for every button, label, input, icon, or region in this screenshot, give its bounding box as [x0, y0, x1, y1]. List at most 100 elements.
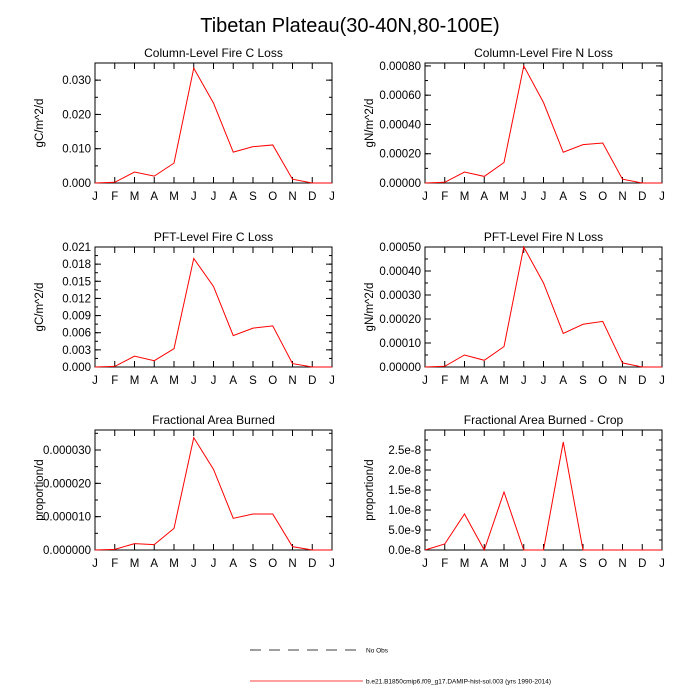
- x-tick-label: M: [169, 558, 179, 570]
- y-tick-label: 0.012: [62, 293, 91, 305]
- figure-title: Tibetan Plateau(30-40N,80-100E): [200, 15, 499, 37]
- legend: No Obs b.e21.B1850cmip6.f09_g17.DAMIP-hi…: [250, 648, 551, 686]
- x-tick-label: M: [460, 375, 470, 387]
- x-tick-label: N: [618, 375, 626, 387]
- y-tick-label: 0.010: [62, 144, 91, 156]
- x-tick-label: A: [559, 558, 567, 570]
- x-tick-label: J: [92, 191, 98, 203]
- plot-frame: [94, 62, 333, 184]
- x-tick-label: D: [308, 558, 316, 570]
- x-tick-label: J: [329, 191, 335, 203]
- panel-6: Fractional Area Burned - Crop proportion/…: [364, 413, 665, 570]
- y-tick-label: 0.00060: [379, 90, 421, 102]
- series-line-model: [94, 257, 332, 368]
- y-tick-label: 0.000: [62, 178, 91, 190]
- x-tick-label: J: [191, 191, 197, 203]
- x-tick-label: J: [211, 375, 217, 387]
- x-tick-label: J: [521, 375, 527, 387]
- x-tick-label: J: [92, 375, 98, 387]
- y-tick-label: 0.00020: [379, 314, 421, 326]
- x-tick-label: N: [618, 191, 626, 203]
- y-axis-label: gN/m^2/d: [364, 283, 376, 332]
- x-tick-label: S: [249, 191, 257, 203]
- x-tick-label: N: [618, 558, 626, 570]
- x-tick-label: J: [659, 375, 665, 387]
- x-tick-label: J: [541, 191, 547, 203]
- plot-frame: [94, 246, 333, 368]
- x-tick-label: F: [111, 191, 118, 203]
- x-tick-label: D: [638, 375, 646, 387]
- panel-title: PFT-Level Fire C Loss: [154, 230, 273, 244]
- x-tick-label: M: [499, 558, 509, 570]
- x-tick-label: D: [308, 191, 316, 203]
- y-tick-label: 0.018: [62, 259, 91, 271]
- y-axis-label: proportion/d: [364, 459, 376, 520]
- y-tick-label: 0.000020: [43, 478, 91, 490]
- x-tick-label: N: [288, 558, 296, 570]
- x-tick-label: O: [598, 191, 607, 203]
- x-tick-label: J: [521, 558, 527, 570]
- y-tick-label: 0.000: [62, 362, 91, 374]
- x-tick-label: S: [579, 375, 587, 387]
- x-tick-label: M: [169, 375, 179, 387]
- x-tick-label: D: [638, 558, 646, 570]
- y-axis-label: proportion/d: [34, 459, 46, 520]
- y-tick-label: 0.000030: [43, 445, 91, 457]
- x-tick-label: M: [460, 558, 470, 570]
- y-axis-label: gC/m^2/d: [34, 99, 46, 148]
- x-tick-label: J: [659, 191, 665, 203]
- panel-title: Column-Level Fire C Loss: [144, 46, 283, 60]
- series-line-model: [424, 441, 662, 552]
- y-tick-label: 0.021: [62, 242, 91, 254]
- y-tick-label: 0.009: [62, 311, 91, 323]
- y-tick-label: 0.00000: [379, 362, 421, 374]
- x-tick-label: F: [441, 191, 448, 203]
- x-tick-label: J: [329, 558, 335, 570]
- x-tick-label: J: [541, 558, 547, 570]
- y-tick-label: 0.00030: [379, 290, 421, 302]
- y-tick-label: 2.0e-8: [388, 465, 421, 477]
- x-tick-label: O: [268, 375, 277, 387]
- x-tick-label: S: [579, 191, 587, 203]
- y-tick-label: 0.000010: [43, 512, 91, 524]
- x-tick-label: M: [130, 558, 140, 570]
- x-tick-label: O: [268, 191, 277, 203]
- x-tick-label: J: [191, 375, 197, 387]
- series-line-model: [94, 66, 332, 184]
- x-tick-label: F: [441, 375, 448, 387]
- x-tick-label: A: [150, 191, 158, 203]
- y-tick-label: 0.00040: [379, 119, 421, 131]
- x-tick-label: M: [130, 375, 140, 387]
- y-tick-label: 0.006: [62, 328, 91, 340]
- x-tick-label: J: [329, 375, 335, 387]
- x-tick-label: S: [579, 558, 587, 570]
- x-tick-label: A: [150, 375, 158, 387]
- y-tick-label: 5.0e-9: [388, 525, 421, 537]
- y-tick-label: 0.015: [62, 276, 91, 288]
- x-tick-label: A: [480, 191, 488, 203]
- x-tick-label: A: [480, 375, 488, 387]
- x-tick-label: S: [249, 558, 257, 570]
- x-tick-label: M: [499, 191, 509, 203]
- plot-frame: [424, 429, 663, 551]
- x-tick-label: J: [422, 558, 428, 570]
- x-tick-label: J: [211, 558, 217, 570]
- y-tick-label: 0.030: [62, 75, 91, 87]
- y-tick-label: 0.00020: [379, 149, 421, 161]
- y-tick-label: 0.00000: [379, 178, 421, 190]
- y-tick-label: 0.00050: [379, 242, 421, 254]
- panel-title: PFT-Level Fire N Loss: [484, 230, 603, 244]
- x-tick-label: O: [598, 375, 607, 387]
- x-tick-label: J: [422, 191, 428, 203]
- y-tick-label: 0.000000: [43, 545, 91, 557]
- plot-frame: [424, 246, 663, 368]
- y-tick-label: 0.00010: [379, 338, 421, 350]
- x-tick-label: A: [559, 191, 567, 203]
